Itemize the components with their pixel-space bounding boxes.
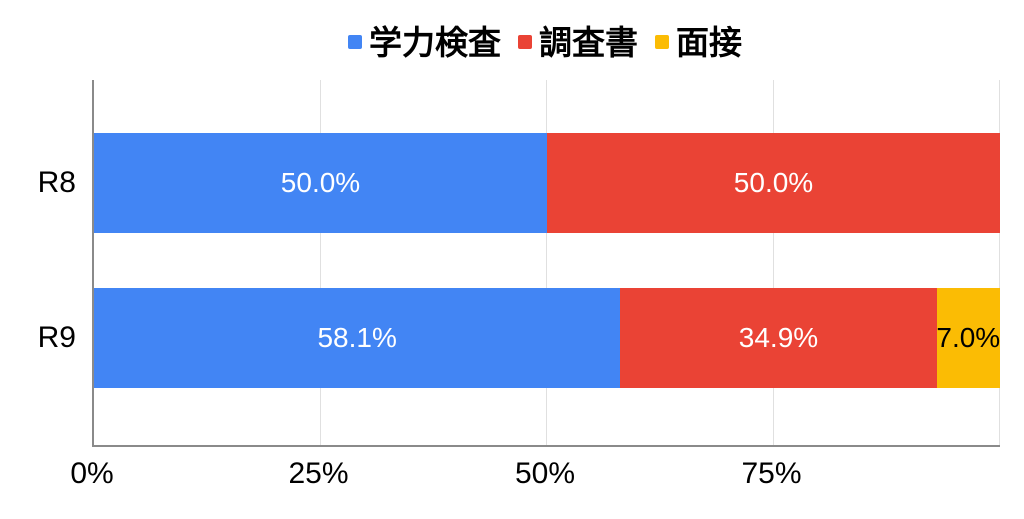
legend-label: 面接: [676, 23, 742, 61]
bar-value-label: 58.1%: [317, 322, 397, 353]
bar-segment-r9-調査書: 34.9%: [620, 288, 937, 388]
legend-item-2: 調査書: [518, 26, 638, 59]
bar-value-label: 34.9%: [738, 322, 819, 353]
bar-segment-r9-学力検査: 58.1%: [94, 288, 621, 388]
x-axis-tick-25: 25%: [288, 457, 349, 490]
legend-item-1: 学力検査: [348, 26, 501, 59]
x-axis-tick-50: 50%: [514, 457, 576, 490]
bar-row-r9: 58.1% 34.9% 7.0%: [94, 288, 1000, 388]
category-label-r9: R9: [37, 321, 76, 354]
bar-segment-r8-調査書: 50.0%: [547, 133, 1000, 233]
gridline-75: [772, 80, 774, 445]
legend-swatch-icon: [518, 35, 532, 49]
bar-segment-r9-面接: 7.0%: [936, 288, 1001, 388]
category-label-r8: R8: [37, 166, 76, 199]
legend-label: 学力検査: [369, 23, 501, 61]
bar-row-r8: 50.0% 50.0%: [94, 133, 1000, 233]
gridline-50: [546, 80, 547, 445]
bar-value-label: 7.0%: [936, 322, 1001, 353]
plot-area: 50.0% 50.0% 58.1% 34.9% 7.0%: [92, 80, 1000, 447]
gridline-100: [999, 80, 1000, 445]
legend-swatch-icon: [655, 35, 669, 49]
legend-item-3: 面接: [655, 26, 742, 59]
bar-segment-r8-学力検査: 50.0%: [94, 133, 547, 233]
gridline-25: [319, 80, 321, 445]
bar-value-label: 50.0%: [280, 167, 361, 198]
legend: 学力検査 調査書 面接: [92, 18, 998, 66]
legend-label: 調査書: [539, 23, 638, 61]
x-axis-tick-75: 75%: [741, 457, 802, 490]
x-axis-tick-0: 0%: [70, 457, 114, 490]
legend-swatch-icon: [348, 35, 362, 49]
bar-value-label: 50.0%: [733, 167, 814, 198]
